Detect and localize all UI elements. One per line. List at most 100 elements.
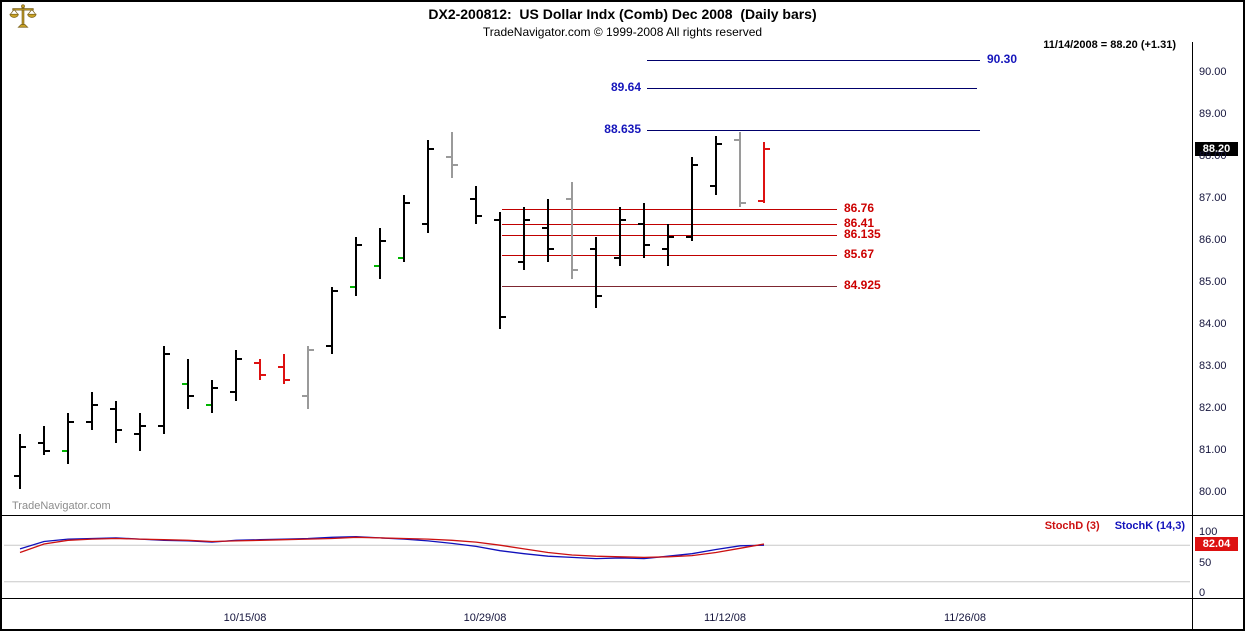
price-chart-area[interactable] <box>4 44 1190 513</box>
ohlc-open-tick <box>278 366 283 368</box>
ohlc-open-tick <box>230 391 235 394</box>
ohlc-bar <box>643 203 645 258</box>
ohlc-close-tick <box>477 214 482 217</box>
ohlc-close-tick <box>549 248 554 251</box>
stoch-axis-label: 0 <box>1199 587 1206 599</box>
ohlc-bar <box>619 207 621 267</box>
price-axis-label: 81.00 <box>1199 444 1227 456</box>
ohlc-close-tick <box>309 349 314 352</box>
ohlc-bar <box>523 207 525 271</box>
ohlc-bar <box>283 354 285 384</box>
stoch-axis-label: 100 <box>1199 526 1218 538</box>
last-price-badge: 88.20 <box>1195 141 1238 156</box>
ohlc-bar <box>667 224 669 267</box>
price-axis-label: 90.00 <box>1199 66 1227 78</box>
price-axis-label: 80.00 <box>1199 486 1227 498</box>
ohlc-open-tick <box>62 450 67 452</box>
ohlc-open-tick <box>638 223 643 226</box>
price-axis-label: 84.00 <box>1199 318 1227 330</box>
ohlc-bar <box>403 194 405 262</box>
ohlc-close-tick <box>741 202 746 205</box>
ohlc-open-tick <box>758 200 763 203</box>
ohlc-open-tick <box>662 248 667 251</box>
ohlc-close-tick <box>381 240 386 242</box>
ohlc-open-tick <box>38 441 43 444</box>
ohlc-open-tick <box>614 256 619 259</box>
stochd-legend-label[interactable]: StochD (3) <box>1044 520 1100 532</box>
ohlc-bar <box>427 140 429 233</box>
price-level-line <box>647 88 977 90</box>
ohlc-bar <box>307 346 309 409</box>
ohlc-bar <box>43 425 45 456</box>
last-quote-info: 11/14/2008 = 88.20 (+1.31) <box>1043 39 1176 51</box>
ohlc-close-tick <box>669 235 674 238</box>
ohlc-open-tick <box>86 420 91 423</box>
ohlc-close-tick <box>717 143 722 146</box>
ohlc-close-tick <box>525 219 530 221</box>
price-level-label[interactable]: 86.135 <box>844 227 881 242</box>
ohlc-open-tick <box>446 156 451 158</box>
ohlc-close-tick <box>213 387 218 389</box>
ohlc-open-tick <box>182 382 187 385</box>
scales-logo-icon <box>8 3 38 31</box>
ohlc-close-tick <box>165 353 170 356</box>
ohlc-close-tick <box>285 378 290 381</box>
price-level-label[interactable]: 88.635 <box>604 122 641 137</box>
price-level-label[interactable]: 84.925 <box>844 278 881 293</box>
ohlc-open-tick <box>734 139 739 142</box>
ohlc-bar <box>235 350 237 401</box>
ohlc-bar <box>475 186 477 225</box>
stoch-value-badge: 82.04 <box>1195 536 1238 551</box>
ohlc-bar <box>139 413 141 451</box>
ohlc-bar <box>451 131 453 178</box>
stochk-legend-label[interactable]: StochK (14,3) <box>1114 520 1185 532</box>
ohlc-open-tick <box>14 475 19 478</box>
watermark: TradeNavigator.com <box>12 500 111 512</box>
ohlc-open-tick <box>686 235 691 238</box>
ohlc-open-tick <box>542 227 547 230</box>
ohlc-open-tick <box>350 286 355 289</box>
ohlc-bar <box>187 358 189 409</box>
ohlc-close-tick <box>573 269 578 272</box>
ohlc-close-tick <box>261 374 266 377</box>
price-level-label[interactable]: 89.64 <box>610 80 641 95</box>
ohlc-close-tick <box>141 424 146 427</box>
ohlc-bar <box>499 211 501 330</box>
ohlc-bar <box>67 413 69 464</box>
price-level-line <box>502 209 837 211</box>
price-level-label[interactable]: 90.30 <box>987 52 1018 67</box>
ohlc-close-tick <box>621 219 626 221</box>
ohlc-close-tick <box>45 450 50 452</box>
panel-separator-top <box>2 515 1243 516</box>
ohlc-open-tick <box>302 395 307 398</box>
ohlc-bar <box>211 379 213 414</box>
ohlc-bar <box>19 434 21 489</box>
ohlc-open-tick <box>710 185 715 188</box>
price-axis-label: 85.00 <box>1199 276 1227 288</box>
price-level-label[interactable]: 86.41 <box>844 215 875 230</box>
ohlc-close-tick <box>405 202 410 205</box>
price-level-label[interactable]: 86.76 <box>844 201 875 216</box>
ohlc-bar <box>595 236 597 309</box>
ohlc-open-tick <box>110 408 115 410</box>
ohlc-close-tick <box>429 147 434 150</box>
ohlc-close-tick <box>501 315 506 318</box>
ohlc-close-tick <box>189 395 194 398</box>
ohlc-open-tick <box>158 424 163 427</box>
date-label: 11/12/08 <box>703 612 746 624</box>
price-level-line <box>502 223 837 225</box>
ohlc-bar <box>355 236 357 296</box>
ohlc-open-tick <box>374 265 379 268</box>
price-axis-label: 88.00 <box>1199 150 1227 162</box>
price-axis-label: 89.00 <box>1199 108 1227 120</box>
ohlc-open-tick <box>422 223 427 226</box>
stoch-chart-area[interactable] <box>2 519 1192 598</box>
price-level-line <box>502 286 837 288</box>
panel-separator-bottom <box>2 598 1243 599</box>
ohlc-close-tick <box>693 164 698 167</box>
ohlc-close-tick <box>645 244 650 247</box>
stochk-line <box>19 536 765 560</box>
date-label: 11/26/08 <box>943 612 986 624</box>
price-level-label[interactable]: 85.67 <box>844 246 875 261</box>
